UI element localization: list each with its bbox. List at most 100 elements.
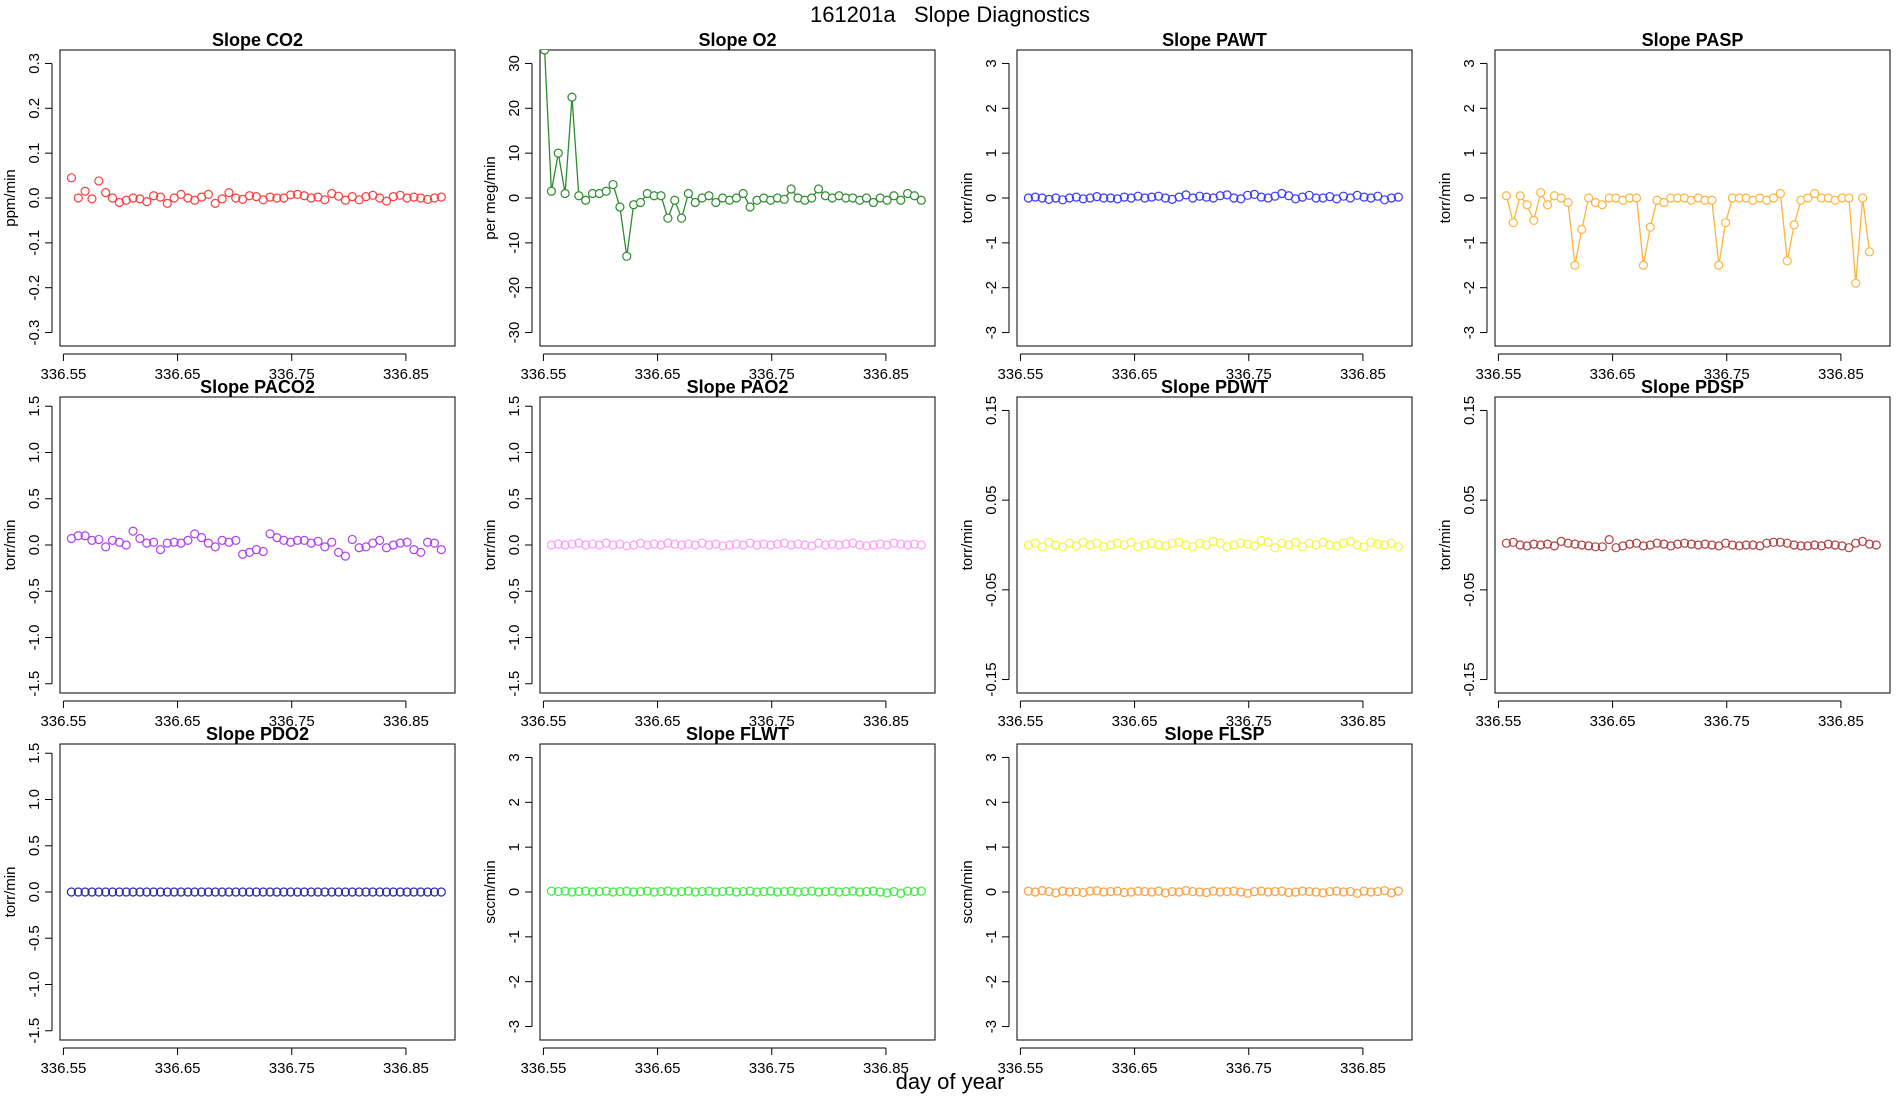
y-tick-label: -2 <box>1461 281 1478 294</box>
data-point <box>1796 541 1806 551</box>
data-point <box>546 540 557 550</box>
y-tick-label: 2 <box>983 104 1000 112</box>
y-tick-label: 0.15 <box>1461 396 1478 425</box>
slope-flwt-panel: Slope FLWT sccm/min -3 -2 -1 0 1 2 3 336.55 336.65… <box>482 724 936 1077</box>
data-point <box>670 887 680 897</box>
data-point <box>813 184 824 194</box>
y-tick-label: -1.0 <box>26 972 43 998</box>
data-point <box>670 539 680 549</box>
data-point <box>779 538 789 548</box>
y-tick-label: -10 <box>506 232 523 254</box>
data-point <box>1085 886 1095 896</box>
data-point <box>807 193 817 203</box>
x-tick-label: 336.65 <box>155 366 201 383</box>
data-point <box>1823 539 1833 549</box>
data-point <box>676 540 687 550</box>
y-tick-label: -3 <box>983 1020 1000 1033</box>
data-point <box>375 535 385 545</box>
data-point <box>1366 193 1376 203</box>
data-point <box>1373 539 1383 549</box>
data-point <box>190 887 200 897</box>
y-axis-label: torr/min <box>1437 520 1454 571</box>
data-point <box>190 529 200 539</box>
x-tick-label: 336.75 <box>269 1060 315 1077</box>
data-point <box>1133 886 1143 896</box>
y-tick-label: -3 <box>506 1020 523 1033</box>
data-point <box>1263 193 1273 203</box>
data-point <box>882 888 892 898</box>
data-point <box>381 196 392 206</box>
data-layer <box>1023 188 1403 205</box>
data-point <box>66 887 77 897</box>
y-tick-label: 0.0 <box>26 188 43 209</box>
data-point <box>1584 541 1594 551</box>
data-point <box>574 191 584 201</box>
data-point <box>292 189 303 200</box>
data-point <box>1584 193 1594 203</box>
data-point <box>1686 539 1696 549</box>
data-point <box>1325 540 1335 550</box>
data-point <box>622 886 632 896</box>
y-tick-label: 0.0 <box>506 535 523 556</box>
x-tick-label: 336.75 <box>1226 366 1272 383</box>
data-point <box>203 887 214 897</box>
data-point <box>1332 886 1342 896</box>
data-point <box>292 535 303 545</box>
data-point <box>1380 540 1390 550</box>
y-tick-label: 1 <box>983 149 1000 157</box>
data-point <box>101 887 111 897</box>
data-point <box>868 886 878 896</box>
data-point <box>813 887 824 897</box>
data-point <box>231 193 241 203</box>
data-point <box>1359 542 1369 552</box>
x-tick-label: 336.85 <box>383 713 429 730</box>
data-point <box>779 194 789 204</box>
data-point <box>402 887 412 897</box>
data-point <box>1229 193 1239 203</box>
y-tick-label: 0.5 <box>26 488 43 509</box>
data-point <box>142 196 152 207</box>
data-point <box>759 539 769 549</box>
data-point <box>1549 541 1559 551</box>
x-tick-label: 336.65 <box>1112 713 1158 730</box>
data-point <box>1837 541 1847 551</box>
data-point <box>861 541 872 551</box>
data-point <box>663 538 673 548</box>
x-tick-label: 336.55 <box>520 1060 566 1077</box>
data-point <box>80 531 90 541</box>
data-point <box>107 193 118 203</box>
plot-frame <box>539 49 936 347</box>
data-point <box>909 191 920 201</box>
y-tick-label: -0.2 <box>26 275 43 301</box>
data-point <box>279 887 289 897</box>
data-point <box>107 887 118 897</box>
data-point <box>1659 197 1669 208</box>
y-axis-label: torr/min <box>482 520 499 571</box>
data-point <box>834 887 844 897</box>
data-point <box>800 540 810 550</box>
data-point <box>258 546 268 557</box>
data-point <box>1236 538 1246 548</box>
data-point <box>1147 538 1157 548</box>
data-point <box>903 540 913 550</box>
data-point <box>1133 542 1143 552</box>
data-point <box>121 887 131 897</box>
data-point <box>608 887 618 897</box>
data-point <box>724 886 735 896</box>
data-point <box>1775 188 1786 199</box>
data-point <box>629 887 639 897</box>
data-point <box>711 197 721 208</box>
data-point <box>635 197 646 208</box>
data-point <box>827 886 837 896</box>
data-point <box>1304 886 1314 897</box>
data-point <box>1058 886 1068 896</box>
data-point <box>1714 260 1724 270</box>
data-point <box>1023 540 1034 550</box>
data-point <box>388 192 398 202</box>
data-point <box>1810 188 1820 199</box>
data-point <box>1352 190 1362 200</box>
data-point <box>1126 193 1136 203</box>
y-axis-label: torr/min <box>959 173 976 224</box>
data-point <box>690 887 700 897</box>
data-point <box>1625 539 1635 549</box>
